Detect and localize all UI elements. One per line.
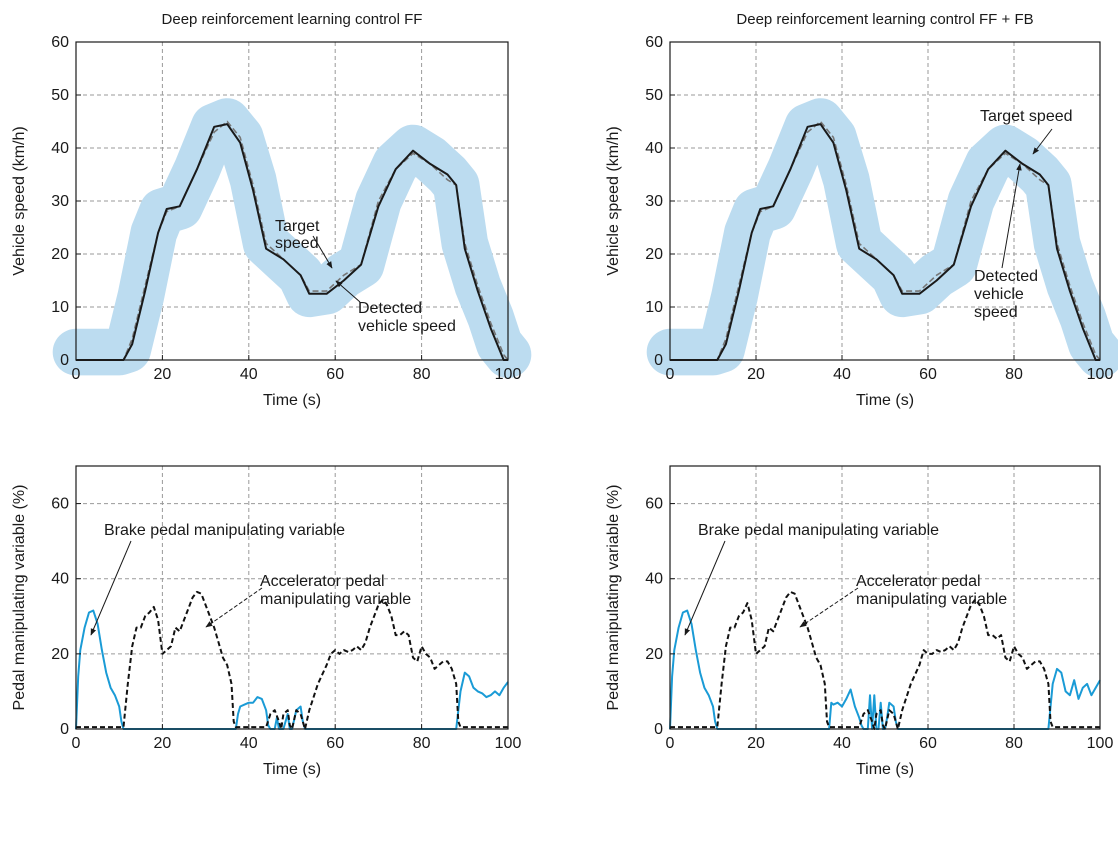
chart-panel-3: 0 20 40 60 80 100 0 20 40 60 Time (s) Pedal manipul… (11, 465, 522, 778)
annotation-label: Brake pedal manipulating variable (698, 522, 939, 539)
y-tick-label: 60 (645, 496, 663, 513)
x-tick-label: 20 (154, 366, 172, 383)
annotation-label: Accelerator pedal (260, 573, 385, 590)
x-tick-label: 20 (747, 735, 765, 752)
annotation-label: Accelerator pedal (856, 573, 981, 590)
x-tick-label: 40 (240, 366, 258, 383)
annotation-arrow (1001, 163, 1022, 269)
x-tick-label: 80 (413, 366, 431, 383)
y-axis-title: Pedal manipulating variable (%) (605, 485, 622, 711)
chart-title: Deep reinforcement learning control FF (162, 11, 423, 28)
y-tick-label: 20 (51, 646, 69, 663)
x-tick-label: 0 (666, 366, 675, 383)
tolerance-band (646, 98, 1118, 379)
annotation-label: Target speed (980, 108, 1073, 125)
series-accelerator-pedal-manipulating-variable (670, 590, 1100, 730)
x-tick-label: 60 (919, 735, 937, 752)
annotation-label: Brake pedal manipulating variable (104, 522, 345, 539)
annotation-arrow (335, 280, 361, 303)
x-tick-label: 100 (1087, 735, 1114, 752)
y-tick-label: 40 (645, 140, 663, 157)
x-tick-label: 40 (833, 366, 851, 383)
series-detected-vehicle-speed (670, 123, 1100, 361)
plot-frame (669, 465, 1101, 730)
x-tick-label: 0 (666, 735, 675, 752)
x-axis-title: Time (s) (856, 392, 914, 409)
x-tick-label: 40 (240, 735, 258, 752)
y-tick-label: 0 (654, 721, 663, 738)
plot-frame (75, 465, 509, 730)
x-tick-label: 80 (1005, 366, 1023, 383)
x-tick-label: 100 (1087, 366, 1114, 383)
y-tick-label: 20 (645, 646, 663, 663)
x-tick-label: 60 (919, 366, 937, 383)
y-tick-label: 50 (51, 87, 69, 104)
annotation-arrow (90, 540, 132, 636)
y-axis-title: Pedal manipulating variable (%) (11, 485, 28, 711)
y-tick-label: 40 (645, 571, 663, 588)
chart-panel-2: 0 20 40 60 80 100 0 10 20 30 40 50 60 Deep reinforcem… (605, 11, 1118, 409)
x-tick-label: 20 (154, 735, 172, 752)
x-axis-title: Time (s) (263, 392, 321, 409)
series-accelerator-pedal-manipulating-variable (76, 590, 508, 730)
y-tick-label: 10 (51, 299, 69, 316)
x-tick-label: 0 (72, 366, 81, 383)
y-tick-label: 60 (645, 34, 663, 51)
x-tick-label: 0 (72, 735, 81, 752)
annotation-arrow (312, 235, 333, 269)
annotation-arrow (1032, 128, 1053, 155)
annotation-arrow (799, 587, 859, 628)
x-axis-title: Time (s) (263, 761, 321, 778)
y-tick-label: 40 (51, 140, 69, 157)
annotation-label: manipulating variable (260, 591, 411, 608)
y-tick-label: 20 (645, 246, 663, 263)
chart-panel-1: 0 20 40 60 80 100 0 10 20 30 40 50 60 Deep reinforcem… (11, 11, 532, 409)
y-tick-label: 0 (654, 352, 663, 369)
y-tick-label: 0 (60, 721, 69, 738)
y-tick-label: 50 (645, 87, 663, 104)
chart-panel-4: 0 20 40 60 80 100 0 20 40 60 Time (s) Pedal manipul… (605, 465, 1114, 778)
x-tick-label: 100 (495, 735, 522, 752)
annotation-arrow (684, 540, 726, 636)
annotation-label: vehicle (974, 286, 1024, 303)
x-axis-title: Time (s) (856, 761, 914, 778)
x-tick-label: 60 (326, 366, 344, 383)
series-brake-pedal-manipulating-variable (75, 609, 509, 730)
annotation-label: speed (974, 304, 1018, 321)
series-detected-vehicle-speed (76, 123, 508, 361)
y-tick-label: 30 (51, 193, 69, 210)
chart-title: Deep reinforcement learning control FF +… (736, 11, 1033, 28)
y-tick-label: 60 (51, 496, 69, 513)
y-axis-title: Vehicle speed (km/h) (11, 126, 28, 275)
annotation-label: Detected (358, 300, 422, 317)
annotation-label: speed (275, 235, 319, 252)
y-tick-label: 40 (51, 571, 69, 588)
x-tick-label: 40 (833, 735, 851, 752)
y-tick-label: 20 (51, 246, 69, 263)
y-tick-label: 0 (60, 352, 69, 369)
annotation-label: vehicle speed (358, 318, 456, 335)
annotation-label: manipulating variable (856, 591, 1007, 608)
annotation-label: Target (275, 218, 320, 235)
y-tick-label: 10 (645, 299, 663, 316)
x-tick-label: 20 (747, 366, 765, 383)
y-tick-label: 60 (51, 34, 69, 51)
annotation-label: Detected (974, 268, 1038, 285)
x-tick-label: 60 (326, 735, 344, 752)
x-tick-label: 80 (413, 735, 431, 752)
annotation-arrow (205, 587, 263, 628)
y-axis-title: Vehicle speed (km/h) (605, 126, 622, 275)
x-tick-label: 80 (1005, 735, 1023, 752)
y-tick-label: 30 (645, 193, 663, 210)
x-tick-label: 100 (495, 366, 522, 383)
